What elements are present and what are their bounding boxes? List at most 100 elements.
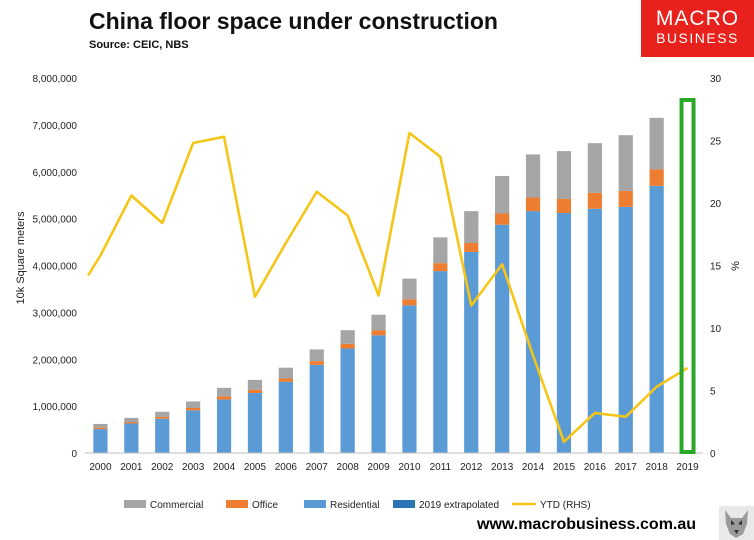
y2-tick-label: 20	[710, 199, 722, 210]
bar-office	[618, 190, 633, 207]
bar-commercial	[155, 411, 170, 417]
y2-tick-label: 0	[710, 449, 716, 460]
bar-residential	[216, 399, 232, 453]
y-axis-title: 10k Square meters	[15, 211, 27, 304]
x-tick-label: 2008	[337, 462, 360, 473]
bar-office	[495, 213, 510, 225]
y-tick-label: 4,000,000	[33, 262, 78, 273]
bar-residential	[124, 423, 139, 453]
bar-office	[402, 299, 417, 306]
y-tick-label: 2,000,000	[33, 355, 78, 366]
bar-commercial	[525, 154, 541, 198]
legend-swatch	[226, 500, 248, 508]
y2-tick-label: 10	[710, 324, 722, 335]
bar-commercial	[649, 117, 664, 170]
bar-office	[216, 396, 232, 400]
chart-title: China floor space under construction	[89, 8, 498, 34]
x-tick-label: 2005	[244, 462, 267, 473]
x-tick-label: 2003	[182, 462, 205, 473]
wolf-logo-icon	[719, 506, 754, 540]
bar-commercial	[247, 379, 263, 390]
right-axis-ticks: 0 5 10 15 20 25 30	[710, 74, 722, 460]
legend-swatch	[124, 500, 146, 508]
bar-commercial	[93, 423, 108, 428]
bar-commercial	[556, 151, 572, 199]
y2-tick-label: 30	[710, 74, 722, 85]
x-tick-label: 2009	[367, 462, 390, 473]
bar-residential	[618, 206, 633, 453]
y-tick-label: 5,000,000	[33, 215, 78, 226]
bar-office	[247, 389, 263, 393]
bar-commercial	[186, 401, 201, 408]
bar-commercial	[371, 314, 386, 331]
legend-label: Commercial	[150, 500, 203, 511]
legend: Commercial Office Residential 2019 extrapol…	[124, 500, 591, 511]
legend-label: 2019 extrapolated	[419, 500, 499, 511]
x-tick-label: 2000	[89, 462, 112, 473]
bar-office	[155, 416, 170, 419]
bar-commercial	[309, 349, 324, 362]
bar-commercial	[587, 143, 602, 193]
ytd-series-line	[86, 131, 689, 444]
x-tick-label: 2010	[398, 462, 421, 473]
bar-residential	[402, 305, 417, 453]
x-tick-label: 2006	[275, 462, 298, 473]
x-tick-label: 2002	[151, 462, 174, 473]
bar-office	[371, 330, 386, 336]
macrobusiness-logo[interactable]: MACRO BUSINESS	[641, 0, 754, 57]
legend-label: Office	[252, 500, 278, 511]
bar-office	[525, 197, 541, 212]
x-tick-label: 2014	[522, 462, 545, 473]
ytd-line	[86, 131, 689, 444]
bar-office	[278, 378, 293, 382]
x-tick-label: 2015	[553, 462, 576, 473]
logo-line-2: BUSINESS	[656, 30, 739, 46]
bar-office	[587, 192, 602, 209]
bar-residential	[278, 381, 293, 453]
y-tick-label: 6,000,000	[33, 168, 78, 179]
x-tick-label: 2004	[213, 462, 236, 473]
x-tick-label: 2001	[120, 462, 143, 473]
legend-label: YTD (RHS)	[540, 500, 591, 511]
bar-office	[649, 169, 664, 186]
x-tick-label: 2018	[646, 462, 669, 473]
highlight-box-group	[679, 98, 696, 454]
bar-commercial	[495, 175, 510, 214]
left-axis-ticks: 0 1,000,000 2,000,000 3,000,000 4,000,000 5,0…	[33, 74, 78, 460]
bar-residential	[433, 271, 448, 453]
bar-residential	[186, 410, 201, 453]
x-tick-label: 2016	[584, 462, 607, 473]
bar-commercial	[464, 211, 479, 243]
bar-series	[93, 117, 664, 453]
bar-commercial	[278, 367, 293, 379]
bar-residential	[93, 429, 108, 453]
bar-office	[93, 427, 108, 430]
x-tick-label: 2019	[676, 462, 699, 473]
chart-source: Source: CEIC, NBS	[89, 39, 189, 51]
x-tick-label: 2012	[460, 462, 483, 473]
bar-residential	[340, 348, 355, 453]
bar-office	[309, 361, 324, 365]
bar-residential	[587, 208, 602, 453]
legend-label: Residential	[330, 500, 379, 511]
y2-axis-title: %	[730, 261, 742, 271]
bar-residential	[155, 418, 170, 453]
legend-swatch	[304, 500, 326, 508]
bar-commercial	[216, 387, 232, 397]
y-tick-label: 7,000,000	[33, 121, 78, 132]
y2-tick-label: 5	[710, 387, 716, 398]
bar-residential	[649, 185, 664, 453]
y-tick-label: 8,000,000	[33, 74, 78, 85]
legend-swatch	[393, 500, 415, 508]
bar-office	[186, 408, 201, 411]
footer-url[interactable]: www.macrobusiness.com.au	[477, 516, 697, 533]
x-tick-label: 2007	[306, 462, 329, 473]
x-tick-label: 2011	[430, 462, 452, 473]
logo-line-1: MACRO	[655, 7, 740, 30]
bar-residential	[525, 211, 541, 453]
bar-office	[464, 243, 479, 252]
y-tick-label: 3,000,000	[33, 308, 78, 319]
bar-office	[340, 343, 355, 349]
bar-commercial	[402, 278, 417, 300]
